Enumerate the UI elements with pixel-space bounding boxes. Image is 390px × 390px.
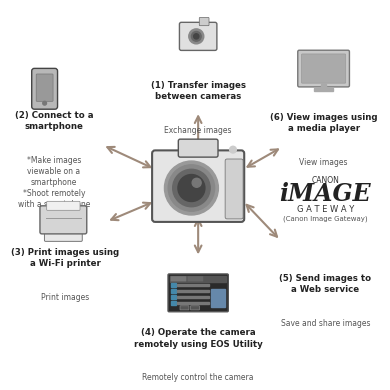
FancyBboxPatch shape — [32, 68, 58, 109]
FancyBboxPatch shape — [199, 18, 209, 26]
Text: (1) Transfer images
between cameras: (1) Transfer images between cameras — [151, 81, 246, 101]
Text: (3) Print images using
a Wi-Fi printer: (3) Print images using a Wi-Fi printer — [11, 248, 119, 268]
Text: Print images: Print images — [41, 292, 89, 301]
FancyBboxPatch shape — [40, 206, 87, 234]
Text: Exchange images: Exchange images — [165, 126, 232, 135]
Bar — [321, 84, 326, 90]
Text: iMAGE: iMAGE — [280, 183, 371, 206]
Bar — [314, 89, 333, 91]
Text: (4) Operate the camera
remotely using EOS Utility: (4) Operate the camera remotely using EO… — [134, 328, 262, 349]
FancyBboxPatch shape — [171, 276, 186, 282]
Circle shape — [191, 32, 201, 41]
FancyBboxPatch shape — [180, 306, 189, 310]
Text: Save and share images: Save and share images — [281, 319, 370, 328]
Text: CANON: CANON — [312, 176, 339, 185]
Circle shape — [178, 175, 205, 202]
Bar — [177, 290, 209, 292]
FancyBboxPatch shape — [179, 22, 217, 50]
FancyBboxPatch shape — [188, 276, 203, 282]
Text: (6) View images using
a media player: (6) View images using a media player — [270, 113, 378, 133]
Text: *Make images
viewable on a
smartphone
*Shoot remotely
with a smartphone: *Make images viewable on a smartphone *S… — [18, 156, 90, 209]
Text: Remotely control the camera: Remotely control the camera — [142, 373, 254, 382]
Circle shape — [192, 178, 201, 187]
FancyBboxPatch shape — [298, 50, 349, 87]
FancyBboxPatch shape — [178, 139, 218, 157]
Text: View images: View images — [300, 158, 348, 167]
Circle shape — [194, 34, 199, 39]
Bar — [177, 296, 209, 298]
Text: (5) Send images to
a Web service: (5) Send images to a Web service — [279, 274, 372, 294]
Text: (Canon Image Gateway): (Canon Image Gateway) — [283, 216, 368, 222]
Bar — [171, 301, 176, 305]
Text: G A T E W A Y: G A T E W A Y — [297, 205, 354, 214]
Circle shape — [173, 169, 210, 207]
Text: (2) Connect to a
smartphone: (2) Connect to a smartphone — [15, 111, 93, 131]
FancyBboxPatch shape — [225, 159, 243, 219]
FancyBboxPatch shape — [47, 201, 80, 210]
FancyBboxPatch shape — [44, 229, 82, 241]
FancyBboxPatch shape — [152, 151, 244, 222]
Circle shape — [189, 29, 204, 44]
Circle shape — [168, 165, 215, 211]
Circle shape — [230, 146, 236, 153]
FancyBboxPatch shape — [36, 74, 53, 101]
Circle shape — [165, 161, 218, 215]
FancyBboxPatch shape — [190, 306, 199, 310]
FancyBboxPatch shape — [301, 54, 346, 83]
Bar — [171, 283, 176, 287]
Bar — [177, 284, 209, 286]
Bar — [171, 289, 176, 292]
Bar — [211, 289, 225, 307]
Bar — [171, 295, 176, 299]
Circle shape — [43, 101, 46, 105]
Bar — [177, 301, 209, 304]
Bar — [170, 276, 226, 282]
FancyBboxPatch shape — [168, 274, 228, 312]
